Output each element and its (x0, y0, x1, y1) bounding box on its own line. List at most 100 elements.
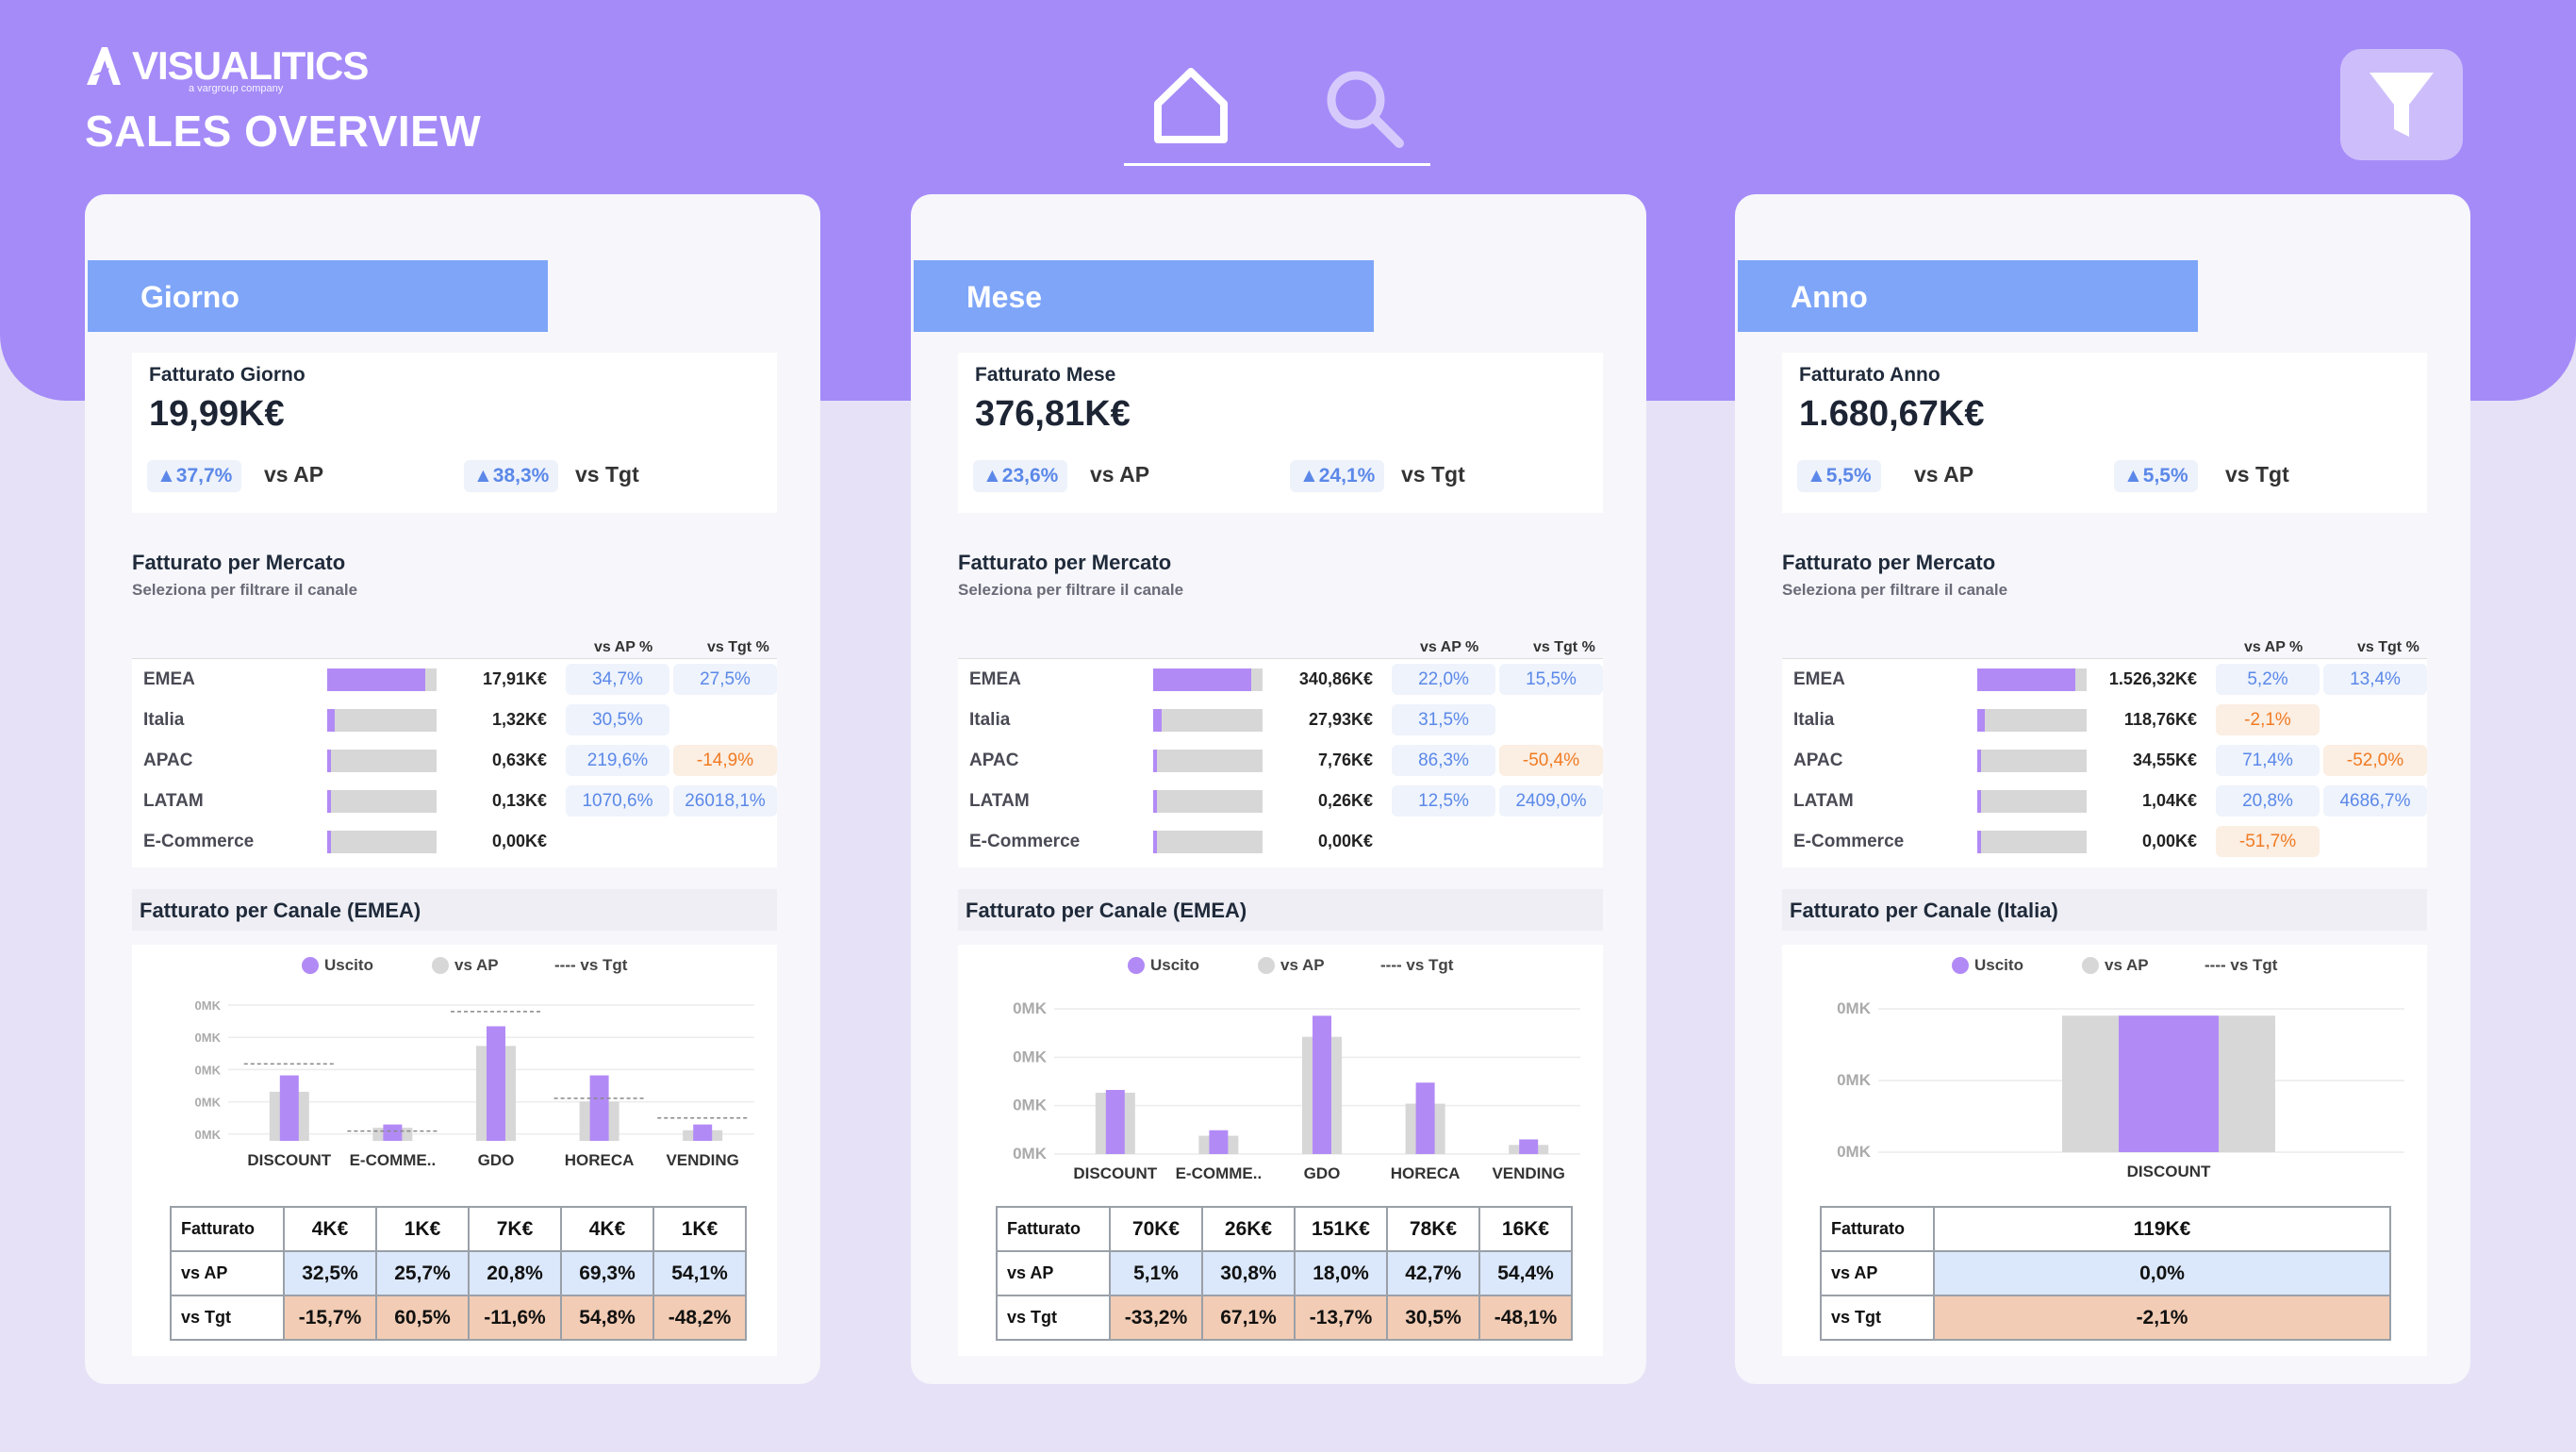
market-name: EMEA (143, 669, 195, 689)
channel-title: Fatturato per Canale (Italia) (1782, 889, 2427, 931)
market-title: Fatturato per Mercato (1782, 551, 1996, 574)
filter-icon (2370, 73, 2434, 137)
market-share-bar (327, 668, 437, 691)
channel-chart: Uscito vs AP ---- vs Tgt 0MK 0MK 0MK 0MK 0MK DIS… (132, 945, 777, 1356)
bar-uscito (279, 1075, 299, 1141)
market-vs-ap: -2,1% (2216, 704, 2320, 735)
market-share-fill (327, 750, 331, 772)
channel-table-row: vs Tgt -15,7% 60,5% -11,6% 54,8% -48,2% (170, 1295, 747, 1341)
x-tick-label: E-COMME.. (350, 1151, 437, 1169)
market-row-apac[interactable]: APAC 0,63K€ 219,6% -14,9% (132, 740, 777, 781)
market-row-emea[interactable]: EMEA 1.526,32K€ 5,2% 13,4% (1782, 659, 2427, 700)
market-row-italia[interactable]: Italia 1,32K€ 30,5% (132, 700, 777, 740)
row-label: vs Tgt (170, 1295, 285, 1341)
market-row-latam[interactable]: LATAM 1,04K€ 20,8% 4686,7% (1782, 781, 2427, 821)
bar-chart: 0MK 0MK 0MK DISCOUNT (1837, 999, 2404, 1180)
home-icon[interactable] (1148, 64, 1233, 149)
table-cell: 16K€ (1478, 1206, 1573, 1252)
legend-swatch (1952, 957, 1969, 974)
table-cell: -48,1% (1478, 1295, 1573, 1341)
legend-item: ---- vs Tgt (2204, 956, 2277, 975)
bar-uscito (589, 1075, 609, 1141)
legend-item: vs AP (2082, 956, 2149, 975)
market-vs-ap: 12,5% (1392, 785, 1495, 817)
market-row-italia[interactable]: Italia 118,76K€ -2,1% (1782, 700, 2427, 740)
table-cell: 69,3% (560, 1250, 654, 1296)
market-table: EMEA 1.526,32K€ 5,2% 13,4% Italia 118,76K€ -2,… (1782, 658, 2427, 867)
card-anno: Anno Fatturato Anno 1.680,67K€ ▲5,5% vs AP ▲5… (1735, 194, 2470, 1384)
legend-label: ---- vs Tgt (1380, 956, 1454, 974)
top-nav (1124, 57, 1430, 166)
market-row-e-commerce[interactable]: E-Commerce 0,00K€ -51,7% (1782, 821, 2427, 862)
vs-tgt-label: vs Tgt (2225, 462, 2289, 487)
bar-uscito (1519, 1139, 1539, 1154)
row-label: Fatturato (1820, 1206, 1935, 1252)
market-row-apac[interactable]: APAC 34,55K€ 71,4% -52,0% (1782, 740, 2427, 781)
vs-tgt-delta: ▲38,3% (464, 460, 559, 492)
kpi-value: 376,81K€ (975, 394, 1131, 434)
market-share-fill (1153, 668, 1252, 691)
bar-uscito (1209, 1130, 1229, 1154)
legend-label: Uscito (1974, 956, 2023, 974)
bar-uscito (383, 1124, 403, 1141)
channel-table-row: vs AP 5,1% 30,8% 18,0% 42,7% 54,4% (996, 1250, 1573, 1296)
y-tick-label: 0MK (1013, 1145, 1048, 1163)
channel-table-row: Fatturato 4K€ 1K€ 7K€ 4K€ 1K€ (170, 1206, 747, 1252)
market-share-fill (327, 831, 331, 853)
channel-chart: Uscito vs AP ---- vs Tgt 0MK 0MK 0MK 0MK DISCOU… (958, 945, 1603, 1356)
card-title: Mese (914, 260, 1374, 332)
market-value: 0,00K€ (1317, 832, 1373, 850)
table-cell: -15,7% (283, 1295, 377, 1341)
vs-ap-delta: ▲37,7% (147, 460, 242, 492)
vs-tgt-delta: ▲24,1% (1290, 460, 1385, 492)
kpi-label: Fatturato Giorno (149, 364, 305, 386)
market-value: 34,55K€ (2132, 751, 2197, 769)
table-cell: 26K€ (1201, 1206, 1296, 1252)
card-title: Giorno (88, 260, 548, 332)
legend-label: ---- vs Tgt (2204, 956, 2278, 974)
table-cell: 54,8% (560, 1295, 654, 1341)
table-cell: 119K€ (1933, 1206, 2391, 1252)
market-value: 17,91K€ (482, 669, 547, 688)
market-row-emea[interactable]: EMEA 340,86K€ 22,0% 15,5% (958, 659, 1603, 700)
table-cell: 7K€ (468, 1206, 562, 1252)
channel-table-row: vs Tgt -33,2% 67,1% -13,7% 30,5% -48,1% (996, 1295, 1573, 1341)
market-row-latam[interactable]: LATAM 0,13K€ 1070,6% 26018,1% (132, 781, 777, 821)
vs-ap-label: vs AP (264, 462, 324, 487)
table-cell: -48,2% (652, 1295, 747, 1341)
channel-table-row: Fatturato 70K€ 26K€ 151K€ 78K€ 16K€ (996, 1206, 1573, 1252)
bar-uscito (693, 1124, 713, 1141)
table-cell: 18,0% (1294, 1250, 1388, 1296)
market-row-emea[interactable]: EMEA 17,91K€ 34,7% 27,5% (132, 659, 777, 700)
x-tick-label: DISCOUNT (1073, 1164, 1157, 1182)
market-name: E-Commerce (143, 832, 255, 851)
x-tick-label: DISCOUNT (2127, 1163, 2211, 1180)
market-row-apac[interactable]: APAC 7,76K€ 86,3% -50,4% (958, 740, 1603, 781)
market-name: LATAM (143, 791, 204, 811)
y-tick-label: 0MK (195, 1031, 222, 1045)
market-vs-ap: 71,4% (2216, 745, 2320, 776)
legend-item: ---- vs Tgt (554, 956, 627, 975)
market-row-italia[interactable]: Italia 27,93K€ 31,5% (958, 700, 1603, 740)
market-row-latam[interactable]: LATAM 0,26K€ 12,5% 2409,0% (958, 781, 1603, 821)
channel-table-row: Fatturato 119K€ (1820, 1206, 2391, 1252)
vs-ap-delta: ▲5,5% (1797, 460, 1881, 492)
table-cell: 32,5% (283, 1250, 377, 1296)
market-name: APAC (969, 751, 1019, 770)
brand-name: VISUALITICS (132, 43, 369, 88)
y-tick-label: 0MK (195, 1128, 222, 1142)
filter-button[interactable] (2340, 49, 2463, 160)
table-cell: 4K€ (283, 1206, 377, 1252)
search-icon[interactable] (1320, 66, 1410, 156)
legend-label: vs AP (2105, 956, 2149, 974)
market-row-e-commerce[interactable]: E-Commerce 0,00K€ (958, 821, 1603, 862)
legend-label: vs AP (454, 956, 499, 974)
market-row-e-commerce[interactable]: E-Commerce 0,00K€ (132, 821, 777, 862)
market-value: 1.526,32K€ (2108, 669, 2197, 688)
table-cell: 30,8% (1201, 1250, 1296, 1296)
table-cell: 1K€ (375, 1206, 470, 1252)
market-value: 118,76K€ (2123, 710, 2197, 729)
x-tick-label: VENDING (666, 1151, 738, 1169)
market-vs-ap: 86,3% (1392, 745, 1495, 776)
legend-item: Uscito (302, 956, 373, 975)
